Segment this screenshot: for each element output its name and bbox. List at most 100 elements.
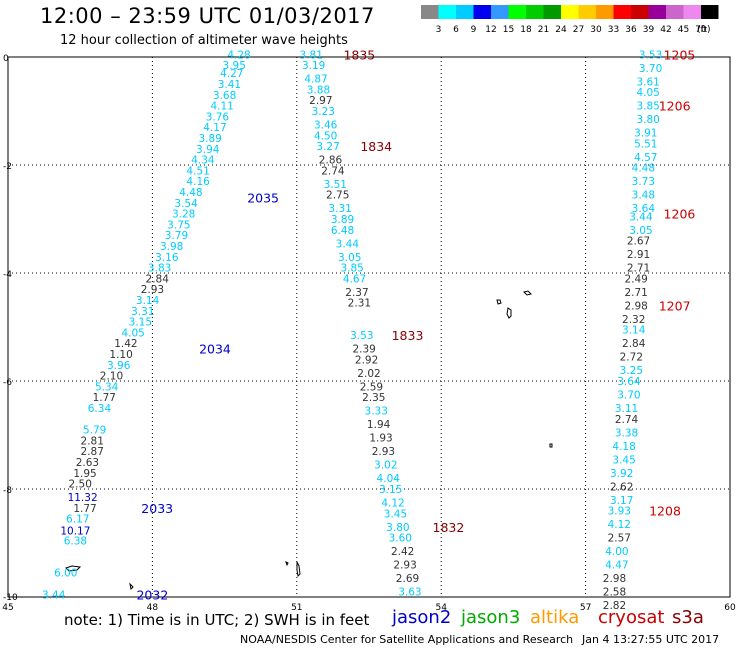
swh-value-label: 2.67: [627, 236, 650, 248]
satellite-legend-jason2: jason2: [392, 607, 452, 628]
scale-swatch: [578, 5, 596, 19]
scale-swatch: [508, 5, 526, 19]
swh-value-label: 2.50: [69, 479, 92, 491]
swh-value-label: 3.53: [639, 49, 662, 61]
swh-value-label: 3.64: [632, 203, 656, 215]
scale-swatch: [438, 5, 456, 19]
swh-value-label: 3.02: [374, 460, 397, 472]
swh-value-label: 2.58: [603, 587, 626, 599]
swh-value-label: 3.70: [639, 63, 662, 75]
generation-timestamp: Jan 4 13:27:55 UTC 2017: [582, 633, 720, 646]
swh-value-label: 6.00: [54, 568, 77, 580]
swh-value-label: 2.93: [393, 560, 416, 572]
pass-time-label: 1833: [392, 328, 424, 343]
swh-value-label: 2.49: [624, 273, 647, 285]
scale-unit: (ft): [697, 25, 711, 35]
swh-value-label: 3.38: [615, 427, 638, 439]
scale-swatch: [701, 5, 719, 19]
swh-value-label: 3.96: [107, 360, 131, 372]
x-tick-label: 54: [435, 603, 447, 610]
swh-value-label: 3.51: [324, 179, 347, 191]
swh-value-label: 3.60: [389, 533, 412, 545]
swh-value-label: 6.38: [64, 535, 87, 547]
swh-value-label: 2.84: [146, 273, 170, 285]
swh-value-label: 2.32: [622, 314, 645, 326]
swh-value-label: 3.44: [629, 211, 653, 223]
credit-line: NOAA/NESDIS Center for Satellite Applica…: [240, 633, 574, 646]
swh-value-label: 3.88: [307, 84, 330, 96]
color-scale-legend: 3 6 9 12 15 18 21 24 27 30 33 36 39 42 45 70(ft): [421, 5, 719, 35]
swh-value-label: 3.75: [167, 219, 190, 231]
y-tick-label: -8: [3, 486, 12, 496]
swh-value-label: 5.34: [95, 381, 119, 393]
swh-value-label: 3.45: [612, 454, 635, 466]
swh-value-label: 3.80: [386, 522, 409, 534]
swh-value-label: 3.85: [340, 263, 363, 275]
swh-value-label: 6.17: [66, 514, 89, 526]
scale-swatch: [456, 5, 474, 19]
swh-value-label: 3.63: [398, 587, 421, 599]
scale-label: 27: [573, 25, 584, 35]
swh-value-label: 2.10: [100, 371, 123, 383]
swh-value-label: 4.11: [210, 101, 233, 113]
swh-value-label: 3.61: [636, 76, 659, 88]
island-outline: [496, 299, 502, 305]
pass-time-label: 2033: [141, 501, 173, 516]
swh-value-label: 3.53: [350, 330, 373, 342]
y-tick-label: -2: [3, 162, 12, 172]
swh-value-label: 3.89: [198, 133, 221, 145]
swh-value-label: 3.79: [165, 230, 188, 242]
swh-value-label: 6.48: [331, 225, 354, 237]
swh-value-label: 1.94: [367, 419, 391, 431]
chart-title: 12:00 – 23:59 UTC 01/03/2017: [40, 4, 375, 28]
swh-value-label: 3.91: [634, 128, 657, 140]
swh-value-label: 1.77: [73, 503, 96, 515]
x-tick-label: 57: [580, 603, 591, 610]
swh-value-label: 2.74: [321, 165, 345, 177]
scale-swatch: [561, 5, 579, 19]
y-tick-label: -4: [3, 270, 12, 280]
swh-value-label: 2.81: [81, 435, 104, 447]
swh-value-label: 3.46: [314, 120, 338, 132]
x-tick-label: 48: [147, 603, 159, 610]
swh-value-label: 4.50: [314, 130, 337, 142]
swh-value-label: 3.48: [632, 190, 655, 202]
swh-value-label: 4.27: [220, 68, 243, 80]
scale-swatch: [648, 5, 666, 19]
swh-value-label: 2.87: [81, 446, 104, 458]
swh-value-label: 3.45: [384, 508, 407, 520]
island-outline: [129, 582, 134, 591]
swh-value-label: 4.28: [227, 49, 250, 61]
swh-value-label: 4.51: [186, 165, 209, 177]
swh-value-label: 3.11: [615, 403, 638, 415]
swh-value-label: 2.59: [360, 381, 383, 393]
y-tick-label: -10: [3, 593, 18, 603]
swh-value-label: 3.92: [610, 468, 633, 480]
swh-value-label: 3.23: [312, 106, 335, 118]
swh-value-label: 3.14: [622, 325, 646, 337]
swh-value-label: 3.73: [632, 176, 655, 188]
island-outline: [296, 561, 301, 578]
swh-value-label: 1.10: [109, 349, 132, 361]
swh-value-label: 2.69: [396, 573, 419, 585]
swh-value-label: 3.05: [629, 225, 652, 237]
swh-value-label: 3.16: [155, 252, 179, 264]
swh-value-label: 3.14: [136, 295, 160, 307]
scale-label: 21: [538, 25, 549, 35]
swh-value-label: 3.89: [331, 214, 354, 226]
swh-value-label: 2.82: [603, 600, 626, 610]
swh-value-label: 2.02: [357, 368, 380, 380]
swh-value-label: 3.70: [617, 390, 640, 402]
swh-value-label: 5.51: [634, 138, 657, 150]
scale-label: 45: [678, 25, 689, 35]
swh-value-label: 3.25: [620, 365, 643, 377]
swh-value-label: 3.81: [300, 49, 323, 61]
swh-value-label: 4.18: [612, 441, 635, 453]
swh-value-label: 3.41: [218, 79, 241, 91]
plot-frame: [7, 56, 731, 598]
swh-value-label: 4.16: [186, 176, 210, 188]
pass-time-label: 1834: [360, 139, 392, 154]
swh-value-label: 4.87: [304, 74, 327, 86]
swh-value-label: 4.48: [632, 163, 655, 175]
swh-value-label: 2.97: [309, 95, 332, 107]
